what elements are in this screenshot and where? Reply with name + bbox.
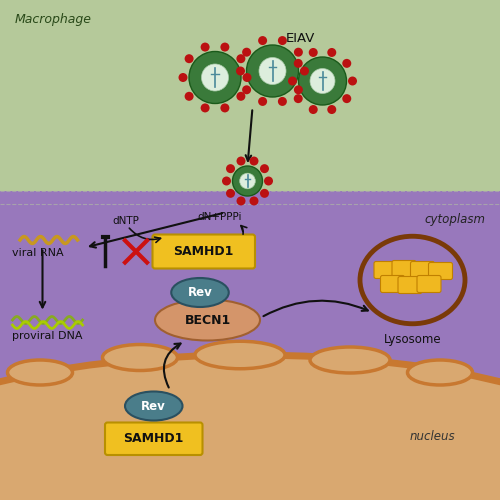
Circle shape <box>200 42 209 51</box>
Text: nucleus: nucleus <box>410 430 456 442</box>
Circle shape <box>222 176 231 186</box>
Text: proviral DNA: proviral DNA <box>12 331 83 341</box>
FancyBboxPatch shape <box>105 422 202 455</box>
Circle shape <box>308 48 318 57</box>
Text: SAMHD1: SAMHD1 <box>124 432 184 445</box>
Text: cytoplasm: cytoplasm <box>424 212 485 226</box>
Circle shape <box>246 45 298 97</box>
Text: SAMHD1: SAMHD1 <box>174 245 234 258</box>
Circle shape <box>288 76 297 86</box>
Circle shape <box>310 68 335 94</box>
Circle shape <box>260 189 269 198</box>
Circle shape <box>242 86 251 94</box>
Ellipse shape <box>195 341 285 369</box>
FancyBboxPatch shape <box>398 276 422 293</box>
Circle shape <box>178 73 188 82</box>
Circle shape <box>300 66 309 76</box>
Circle shape <box>260 164 269 173</box>
Circle shape <box>250 156 258 166</box>
Circle shape <box>236 54 246 63</box>
Text: viral RNA: viral RNA <box>12 248 64 258</box>
Text: Rev: Rev <box>188 286 212 299</box>
Circle shape <box>200 104 209 112</box>
FancyBboxPatch shape <box>417 276 441 292</box>
Circle shape <box>220 104 230 112</box>
FancyBboxPatch shape <box>152 234 255 268</box>
Circle shape <box>308 105 318 114</box>
FancyBboxPatch shape <box>0 191 500 500</box>
FancyBboxPatch shape <box>410 262 434 278</box>
Ellipse shape <box>310 347 390 373</box>
Circle shape <box>348 76 357 86</box>
Circle shape <box>259 58 286 84</box>
Circle shape <box>226 164 235 173</box>
Circle shape <box>242 48 251 56</box>
Circle shape <box>264 176 273 186</box>
Circle shape <box>278 36 287 45</box>
Circle shape <box>236 156 246 166</box>
Text: Rev: Rev <box>142 400 166 412</box>
Text: Lysosome: Lysosome <box>384 332 442 345</box>
Circle shape <box>236 92 246 101</box>
Text: dN+PPPi: dN+PPPi <box>198 212 242 222</box>
FancyBboxPatch shape <box>380 276 404 292</box>
Circle shape <box>236 66 245 76</box>
Circle shape <box>232 166 262 196</box>
Text: Macrophage: Macrophage <box>15 12 92 26</box>
Circle shape <box>236 196 246 205</box>
Circle shape <box>294 59 302 68</box>
Circle shape <box>240 173 256 189</box>
Circle shape <box>202 64 228 91</box>
Ellipse shape <box>125 392 182 420</box>
FancyBboxPatch shape <box>392 260 416 278</box>
Circle shape <box>242 73 252 82</box>
Circle shape <box>294 86 303 94</box>
Ellipse shape <box>171 278 229 307</box>
Circle shape <box>258 97 267 106</box>
Circle shape <box>226 189 235 198</box>
Circle shape <box>250 196 258 205</box>
Circle shape <box>342 59 351 68</box>
Ellipse shape <box>0 355 500 500</box>
Ellipse shape <box>408 360 472 385</box>
Circle shape <box>298 57 346 105</box>
Circle shape <box>184 54 194 63</box>
Circle shape <box>328 105 336 114</box>
FancyBboxPatch shape <box>0 0 500 191</box>
Ellipse shape <box>8 360 72 385</box>
Circle shape <box>189 52 241 104</box>
Circle shape <box>294 94 302 103</box>
Text: EIAV: EIAV <box>286 32 314 46</box>
Circle shape <box>328 48 336 57</box>
FancyBboxPatch shape <box>374 262 398 278</box>
Text: dNTP: dNTP <box>112 216 140 226</box>
Ellipse shape <box>155 300 260 341</box>
Circle shape <box>294 48 303 56</box>
FancyBboxPatch shape <box>428 262 452 280</box>
Circle shape <box>220 42 230 51</box>
Circle shape <box>258 36 267 45</box>
Ellipse shape <box>102 344 178 370</box>
Circle shape <box>342 94 351 103</box>
Ellipse shape <box>360 236 465 324</box>
Circle shape <box>278 97 287 106</box>
Text: BECN1: BECN1 <box>184 314 230 326</box>
Circle shape <box>184 92 194 101</box>
